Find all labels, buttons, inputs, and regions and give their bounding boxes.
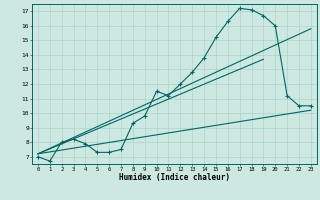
X-axis label: Humidex (Indice chaleur): Humidex (Indice chaleur) [119,173,230,182]
